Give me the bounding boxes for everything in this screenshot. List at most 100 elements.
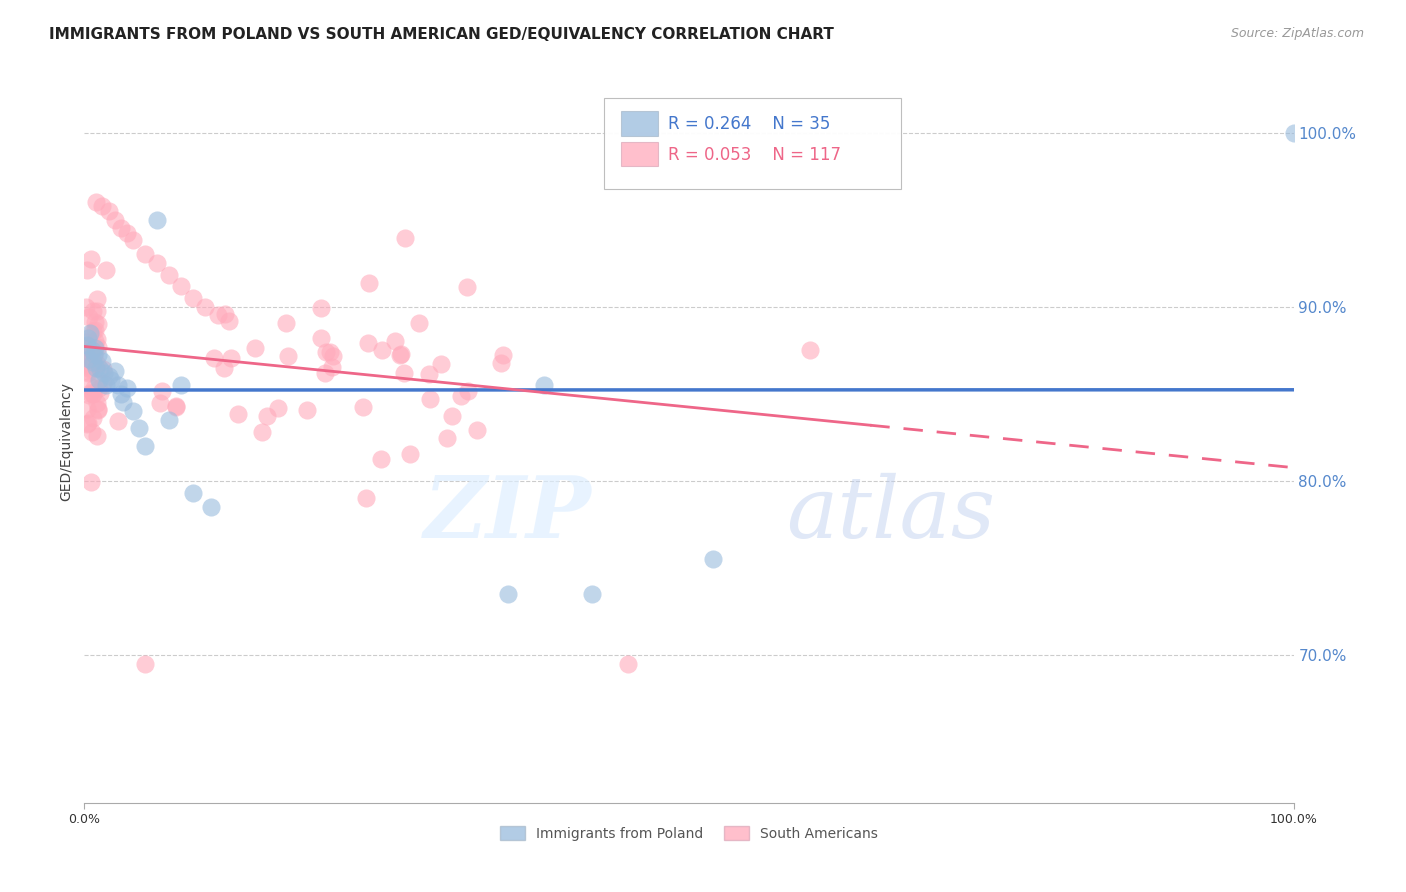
Point <box>83 346 105 360</box>
Point <box>243 341 266 355</box>
Point <box>83 340 105 354</box>
Point <box>115 381 138 395</box>
Point <box>94 378 117 392</box>
Point <box>93 366 115 380</box>
Point <box>76 263 98 277</box>
Point <box>392 367 415 381</box>
Point <box>115 227 138 241</box>
Point <box>194 300 217 314</box>
Point <box>83 349 105 363</box>
Point <box>489 355 512 369</box>
Point <box>75 334 97 349</box>
Point <box>104 212 127 227</box>
Point <box>77 366 100 380</box>
Point <box>76 350 98 364</box>
Point <box>218 313 240 327</box>
Point <box>157 413 180 427</box>
Point <box>91 353 114 368</box>
Point <box>496 587 519 601</box>
Point <box>128 421 150 435</box>
Point <box>170 378 193 392</box>
Point <box>799 343 821 358</box>
Point <box>91 376 114 391</box>
Text: IMMIGRANTS FROM POLAND VS SOUTH AMERICAN GED/EQUIVALENCY CORRELATION CHART: IMMIGRANTS FROM POLAND VS SOUTH AMERICAN… <box>49 27 834 42</box>
Point <box>83 381 105 395</box>
Point <box>87 381 110 395</box>
Point <box>110 221 132 235</box>
Point <box>80 344 103 359</box>
Point <box>87 402 110 417</box>
Point <box>82 355 104 369</box>
Point <box>94 263 117 277</box>
Point <box>77 387 100 401</box>
Point <box>79 379 101 393</box>
Point <box>408 316 430 330</box>
Point <box>107 378 129 392</box>
Point <box>450 389 472 403</box>
Point <box>359 276 381 290</box>
Point <box>533 378 555 392</box>
Point <box>277 349 299 363</box>
Point <box>86 348 108 362</box>
Point <box>84 342 107 356</box>
Point <box>91 199 114 213</box>
Point <box>79 326 101 340</box>
Point <box>77 331 100 345</box>
Point <box>112 395 135 409</box>
Point <box>165 401 187 415</box>
Point <box>87 317 110 331</box>
Point <box>80 252 103 266</box>
Point <box>389 347 412 361</box>
Point <box>181 486 204 500</box>
Point <box>76 343 98 357</box>
FancyBboxPatch shape <box>621 142 658 166</box>
Point <box>84 334 107 349</box>
Point <box>80 354 103 368</box>
Point <box>86 332 108 346</box>
Text: ZIP: ZIP <box>425 472 592 556</box>
Point <box>456 279 478 293</box>
Point <box>214 360 236 375</box>
FancyBboxPatch shape <box>621 112 658 136</box>
Point <box>76 342 98 356</box>
Point <box>84 315 107 329</box>
Point <box>702 552 724 566</box>
Point <box>440 409 463 423</box>
Point <box>76 402 98 417</box>
Point <box>457 384 479 399</box>
Point <box>419 392 441 407</box>
Point <box>80 343 103 358</box>
Point <box>150 384 173 398</box>
Point <box>467 423 489 437</box>
Point <box>134 657 156 671</box>
Point <box>134 439 156 453</box>
Point <box>202 351 225 366</box>
Point <box>370 451 392 466</box>
Point <box>87 340 110 354</box>
Point <box>352 400 374 414</box>
FancyBboxPatch shape <box>605 98 901 189</box>
Point <box>256 409 278 424</box>
Point <box>79 358 101 372</box>
Point <box>121 404 143 418</box>
Point <box>86 303 108 318</box>
Point <box>309 331 332 345</box>
Point <box>83 323 105 337</box>
Point <box>82 387 104 401</box>
Point <box>321 360 343 375</box>
Point <box>86 360 108 375</box>
Point <box>76 353 98 368</box>
Point <box>76 339 98 353</box>
Point <box>297 403 319 417</box>
Point <box>79 361 101 376</box>
Point <box>429 357 451 371</box>
Point <box>86 357 108 371</box>
Point <box>436 431 458 445</box>
Point <box>181 291 204 305</box>
Point <box>87 373 110 387</box>
Point <box>80 361 103 376</box>
Point <box>79 386 101 401</box>
Point <box>357 335 380 350</box>
Point <box>250 425 273 440</box>
Point <box>157 268 180 283</box>
